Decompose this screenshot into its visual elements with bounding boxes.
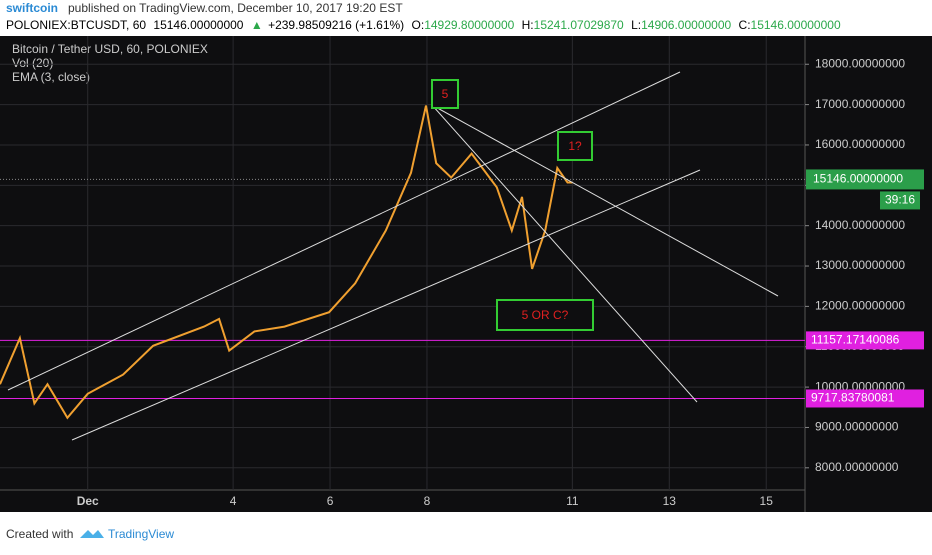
trend-line <box>7 71 681 391</box>
arrow: ▲ <box>251 18 263 32</box>
y-tick-label: 16000.00000000 <box>815 137 905 151</box>
header-text: POLONIEX:BTCUSDT, 60 15146.00000000 ▲ +2… <box>6 18 841 32</box>
price-label: 9717.83780081 <box>811 391 895 405</box>
price-line <box>0 105 573 420</box>
annotation-box <box>496 299 594 331</box>
symbol: POLONIEX:BTCUSDT, 60 <box>6 18 146 32</box>
annotation-box <box>431 79 459 109</box>
published: published on TradingView.com, December 1… <box>68 1 403 15</box>
x-tick-label: 13 <box>663 494 677 508</box>
price-label: 11157.17140086 <box>811 333 900 347</box>
plot <box>0 105 805 420</box>
trend-lines <box>7 71 779 441</box>
annotation: 5 <box>442 87 449 101</box>
legend-item: EMA (3, close) <box>12 70 90 84</box>
annotations: 5 1? 5 OR C? <box>431 79 594 331</box>
trend-line <box>71 169 701 441</box>
x-tick-label: 6 <box>327 494 334 508</box>
h-label: H: <box>522 18 534 32</box>
x-tick-label: 4 <box>230 494 237 508</box>
last: 15146.00000000 <box>153 18 243 32</box>
x-tick-label: 8 <box>424 494 431 508</box>
y-tick-label: 12000.00000000 <box>815 299 905 313</box>
x-tick-label: 15 <box>760 494 774 508</box>
footer-brand[interactable]: TradingView <box>108 527 174 541</box>
y-tick-label: 13000.00000000 <box>815 258 905 272</box>
chart-background <box>0 36 932 512</box>
trend-line <box>431 104 779 297</box>
l: 14906.00000000 <box>641 18 731 32</box>
x-tick-label: Dec <box>77 494 99 508</box>
y-tick-label: 18000.00000000 <box>815 56 905 70</box>
price-label-bg <box>806 389 924 408</box>
current-price-label: 15146.00000000 <box>813 172 903 186</box>
trend-line <box>431 104 698 403</box>
change: +239.98509216 (+1.61%) <box>268 18 404 32</box>
c: 15146.00000000 <box>751 18 841 32</box>
x-tick-label: 11 <box>566 494 579 508</box>
l-label: L: <box>631 18 641 32</box>
y-tick-label: 9000.00000000 <box>815 420 899 434</box>
y-tick-label: 17000.00000000 <box>815 97 905 111</box>
footer-created: Created with <box>6 527 73 541</box>
o-label: O: <box>412 18 425 32</box>
annotation: 5 OR C? <box>522 308 569 322</box>
annotation-box <box>557 131 593 161</box>
y-tick-label: 14000.00000000 <box>815 218 905 232</box>
logo <box>80 530 104 538</box>
o: 14929.80000000 <box>424 18 514 32</box>
countdown-bg <box>880 191 920 210</box>
price-label-bg <box>806 331 924 350</box>
y-tick-label: 8000.00000000 <box>815 460 899 474</box>
c-label: C: <box>739 18 751 32</box>
legend-item: Vol (20) <box>12 56 53 70</box>
legend-item: Bitcoin / Tether USD, 60, POLONIEX <box>12 42 208 56</box>
user[interactable]: swiftcoin <box>6 1 58 15</box>
annotation: 1? <box>568 139 582 153</box>
current-price-bg <box>806 169 924 190</box>
countdown: 39:16 <box>885 193 915 207</box>
h: 15241.07029870 <box>534 18 624 32</box>
